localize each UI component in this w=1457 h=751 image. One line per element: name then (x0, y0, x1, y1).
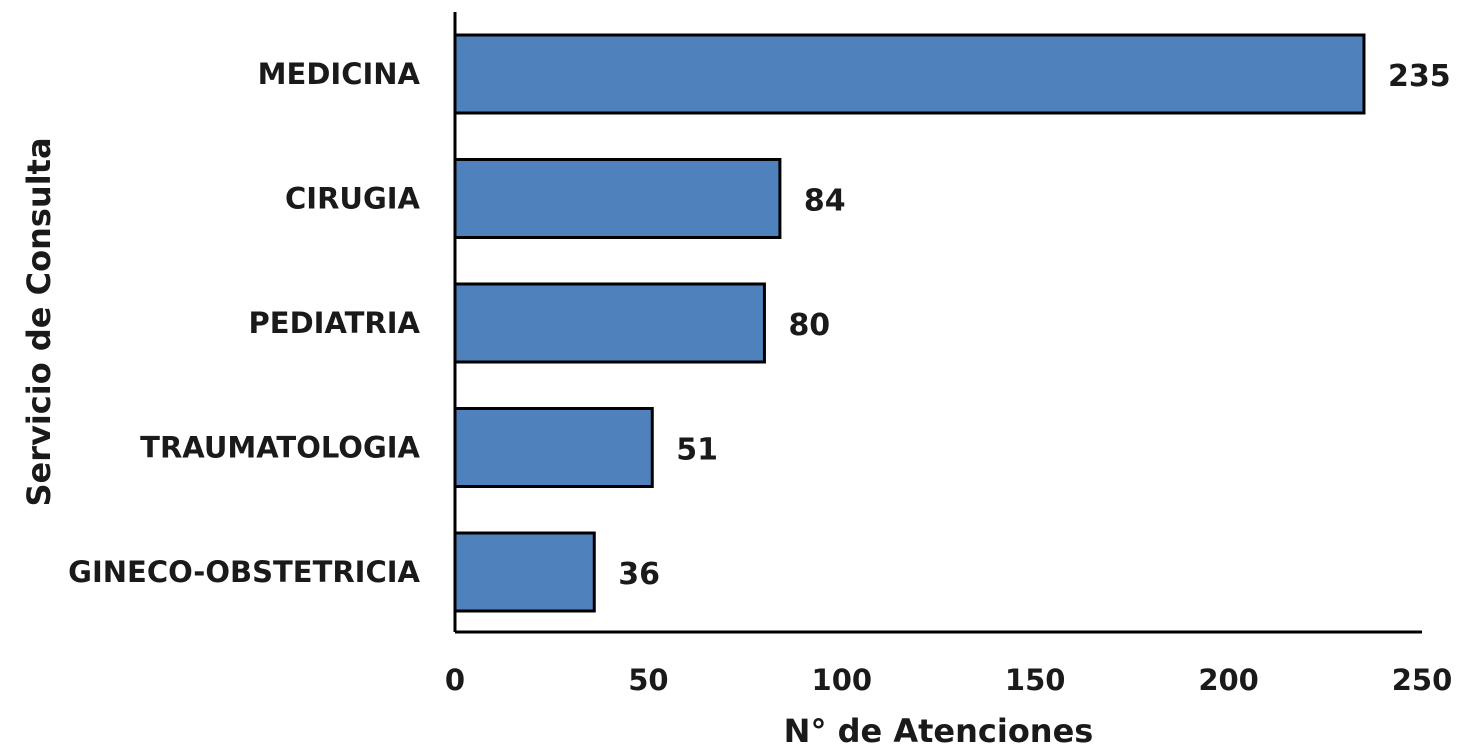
x-tick-label-200: 200 (1198, 663, 1259, 697)
category-label-pediatria: PEDIATRIA (249, 306, 421, 340)
bar-pediatria (453, 282, 766, 364)
data-label-pediatria: 80 (788, 308, 830, 343)
data-label-traumatologia: 51 (676, 433, 718, 468)
y-axis-title: Servicio de Consulta (20, 137, 58, 506)
data-label-medicina: 235 (1388, 59, 1451, 94)
bar-traumatologia (453, 407, 654, 488)
x-axis-title: N° de Atenciones (784, 712, 1094, 750)
x-tick-labels-group: 0 50 100 150 200 250 (445, 663, 1452, 697)
category-label-gineco-obstetricia: GINECO-OBSTETRICIA (68, 555, 420, 589)
x-tick-label-50: 50 (628, 663, 668, 697)
category-labels-group: MEDICINA CIRUGIA PEDIATRIA TRAUMATOLOGIA GIN… (68, 57, 420, 589)
bar-medicina (453, 33, 1366, 115)
category-label-medicina: MEDICINA (258, 57, 421, 91)
data-label-cirugia: 84 (804, 184, 846, 219)
x-tick-label-250: 250 (1392, 663, 1453, 697)
x-tick-label-100: 100 (812, 663, 873, 697)
category-label-traumatologia: TRAUMATOLOGIA (140, 431, 420, 465)
data-label-gineco-obstetricia: 36 (618, 557, 660, 592)
x-tick-label-150: 150 (1005, 663, 1066, 697)
x-tick-label-0: 0 (445, 663, 465, 697)
data-labels-group: 235 84 80 51 36 (618, 59, 1450, 592)
bar-gineco-obstetricia (453, 531, 596, 613)
bar-cirugia (453, 158, 782, 239)
category-label-cirugia: CIRUGIA (285, 182, 421, 216)
bars-group (453, 33, 1366, 613)
